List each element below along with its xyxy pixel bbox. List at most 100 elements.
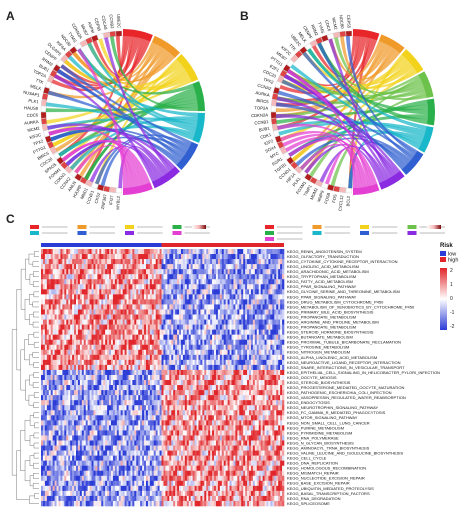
heatmap-cell [85, 344, 88, 351]
heatmap-cell [264, 309, 267, 315]
heatmap-cell [75, 400, 79, 406]
heatmap-cell [50, 344, 53, 351]
heatmap-cell [192, 289, 195, 295]
heatmap-cell [74, 294, 77, 300]
heatmap-cell [215, 249, 219, 255]
heatmap-cell [130, 364, 133, 371]
heatmap-cell [74, 415, 77, 421]
heatmap-cell [116, 334, 120, 341]
heatmap-cell [140, 279, 143, 285]
heatmap-cell [175, 354, 178, 361]
heatmap-cell [79, 329, 83, 335]
heatmap-cell [60, 385, 63, 391]
heatmap-cell [215, 269, 219, 275]
heatmap-cell [274, 259, 277, 265]
heatmap-cell [85, 410, 88, 416]
heatmap-cell [161, 309, 164, 315]
heatmap-cell [72, 410, 75, 416]
heatmap-cell [171, 254, 174, 260]
heatmap-cell [87, 324, 90, 330]
chord-ribbon [275, 114, 398, 175]
heatmap-cell [206, 364, 209, 371]
heatmap-cell [87, 359, 90, 366]
heatmap-cell [276, 279, 279, 285]
heatmap-cell [149, 395, 153, 401]
heatmap-cell [190, 359, 193, 366]
heatmap-cell [138, 380, 141, 386]
heatmap-cell [258, 380, 261, 386]
heatmap-cell [165, 299, 168, 305]
heatmap-cell [247, 274, 250, 280]
heatmap-cell [112, 294, 116, 300]
heatmap-cell [223, 395, 226, 401]
heatmap-cell [145, 294, 149, 300]
heatmap-cell [260, 274, 263, 280]
heatmap-cell [206, 259, 209, 265]
heatmap-cell [89, 385, 92, 391]
heatmap-cell [221, 274, 225, 280]
heatmap-cell [161, 259, 164, 265]
heatmap-cell [126, 249, 129, 255]
heatmap-cell [140, 284, 143, 290]
heatmap-cell [136, 349, 139, 356]
heatmap-cell [215, 274, 219, 280]
heatmap-cell [159, 334, 162, 341]
heatmap-cell [107, 430, 110, 436]
gene-label: CDC20 [262, 68, 277, 79]
heatmap-cell [241, 430, 244, 436]
heatmap-cell [83, 324, 87, 330]
heatmap-cell [62, 359, 65, 366]
heatmap-cell [243, 274, 246, 280]
heatmap-cell [196, 385, 199, 391]
heatmap-cell [46, 385, 50, 391]
heatmap-cell [247, 324, 250, 330]
heatmap-cell [194, 400, 197, 406]
heatmap-cell [175, 425, 178, 431]
gene-arc [41, 124, 49, 131]
heatmap-cell [58, 254, 61, 260]
heatmap-cell [171, 380, 174, 386]
heatmap-cell [249, 299, 252, 305]
heatmap-cell [274, 334, 277, 341]
heatmap-cell [235, 279, 238, 285]
heatmap-cell [112, 364, 116, 371]
heatmap-cell [272, 314, 275, 320]
heatmap-cell [56, 359, 59, 366]
heatmap-cell [136, 385, 139, 391]
heatmap-cell [180, 334, 184, 341]
heatmap-cell [58, 259, 61, 265]
heatmap-cell [221, 264, 225, 270]
heatmap-cell [44, 284, 48, 290]
heatmap-cell [225, 380, 228, 386]
heatmap-cell [221, 339, 225, 346]
heatmap-cell [70, 319, 73, 325]
heatmap-cell [89, 269, 92, 275]
heatmap-cell [169, 380, 172, 386]
heatmap-cell [151, 374, 155, 381]
heatmap-cell [116, 339, 120, 346]
heatmap-cell [81, 400, 85, 406]
heatmap-cell [74, 435, 77, 441]
heatmap-cell [81, 349, 85, 356]
heatmap-cell [109, 425, 112, 431]
heatmap-cell [145, 319, 149, 325]
heatmap-cell [56, 304, 59, 310]
heatmap-cell [155, 425, 158, 431]
heatmap-cell [126, 400, 129, 406]
heatmap-cell [68, 314, 71, 320]
heatmap-cell [194, 390, 197, 396]
gene-label: BUB1 [258, 125, 270, 132]
gene-arc [41, 99, 48, 106]
heatmap-cell [56, 249, 59, 255]
heatmap-cell [147, 309, 151, 315]
heatmap-cell [60, 324, 63, 330]
heatmap-cell [151, 359, 155, 366]
legend-swatch [360, 231, 369, 235]
heatmap-cell [77, 274, 81, 280]
heatmap-cell [142, 324, 145, 330]
heatmap-cell [97, 390, 100, 396]
heatmap-cell [225, 385, 228, 391]
heatmap-cell [118, 364, 122, 371]
heatmap-cell [254, 425, 258, 431]
heatmap-cell [278, 309, 281, 315]
